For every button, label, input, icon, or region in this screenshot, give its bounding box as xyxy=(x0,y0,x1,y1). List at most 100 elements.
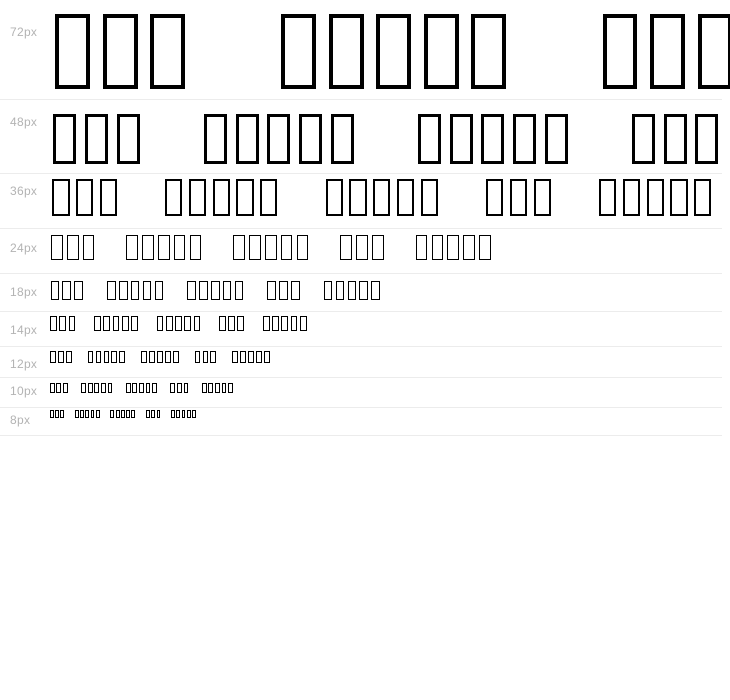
sample-word xyxy=(49,281,83,300)
sample-word xyxy=(105,281,164,300)
sample-word xyxy=(231,350,270,363)
notdef-glyph-icon xyxy=(74,409,79,418)
notdef-glyph-icon xyxy=(152,382,157,393)
notdef-glyph-icon xyxy=(126,409,131,418)
notdef-glyph-icon xyxy=(111,350,118,363)
sample-word xyxy=(93,316,138,331)
notdef-glyph-icon xyxy=(87,350,94,363)
notdef-glyph-icon xyxy=(131,409,136,418)
notdef-glyph-icon xyxy=(54,409,59,418)
notdef-glyph-icon xyxy=(697,14,730,89)
notdef-glyph-icon xyxy=(347,281,357,300)
notdef-glyph-icon xyxy=(359,281,369,300)
notdef-glyph-icon xyxy=(479,235,491,260)
font-waterfall: 72px 48px 36px 24px 18px 14px 12px 10px … xyxy=(0,0,730,436)
notdef-glyph-icon xyxy=(234,281,244,300)
sample-word xyxy=(125,382,157,393)
font-size-label: 12px xyxy=(10,357,38,371)
notdef-glyph-icon xyxy=(130,281,140,300)
notdef-glyph-icon xyxy=(423,14,459,89)
notdef-glyph-icon xyxy=(512,114,536,164)
notdef-glyph-icon xyxy=(695,114,719,164)
sample-word xyxy=(49,14,186,89)
notdef-glyph-icon xyxy=(103,316,111,331)
notdef-glyph-icon xyxy=(110,409,115,418)
sample-word xyxy=(49,178,117,216)
notdef-glyph-icon xyxy=(249,235,261,260)
notdef-glyph-icon xyxy=(544,114,568,164)
notdef-glyph-icon xyxy=(53,114,77,164)
notdef-glyph-icon xyxy=(101,382,106,393)
sample-word xyxy=(49,114,140,164)
notdef-glyph-icon xyxy=(201,382,207,393)
notdef-glyph-icon xyxy=(330,114,354,164)
notdef-glyph-icon xyxy=(50,281,60,300)
sample-word xyxy=(80,382,113,393)
notdef-glyph-icon xyxy=(349,178,367,216)
notdef-glyph-icon xyxy=(296,235,309,260)
notdef-glyph-icon xyxy=(156,350,163,363)
notdef-glyph-icon xyxy=(212,178,230,216)
notdef-glyph-icon xyxy=(602,14,638,89)
notdef-glyph-icon xyxy=(228,316,235,331)
sample-word xyxy=(170,409,196,418)
notdef-glyph-icon xyxy=(371,281,380,300)
sample-word xyxy=(322,281,380,300)
notdef-glyph-icon xyxy=(107,382,113,393)
notdef-glyph-icon xyxy=(415,235,428,260)
notdef-glyph-icon xyxy=(372,235,384,260)
notdef-glyph-icon xyxy=(279,281,288,300)
waterfall-row: 12px xyxy=(0,347,722,378)
notdef-glyph-icon xyxy=(237,316,245,331)
notdef-glyph-icon xyxy=(156,409,161,418)
sample-word xyxy=(596,178,712,216)
notdef-glyph-icon xyxy=(208,382,214,393)
notdef-glyph-icon xyxy=(68,316,76,331)
sample-word xyxy=(162,178,278,216)
notdef-glyph-icon xyxy=(120,409,125,418)
waterfall-row: 36px xyxy=(0,174,722,229)
notdef-glyph-icon xyxy=(290,316,298,331)
notdef-glyph-icon xyxy=(272,316,279,331)
sample-text xyxy=(49,178,712,216)
notdef-glyph-icon xyxy=(181,409,186,418)
sample-word xyxy=(49,350,72,363)
notdef-glyph-icon xyxy=(509,178,528,216)
sample-word xyxy=(49,316,76,331)
font-size-label: 48px xyxy=(10,115,38,129)
waterfall-row: 10px xyxy=(0,378,722,408)
sample-word xyxy=(49,235,95,260)
notdef-glyph-icon xyxy=(170,382,176,393)
notdef-glyph-icon xyxy=(622,178,641,216)
notdef-glyph-icon xyxy=(156,316,164,331)
notdef-glyph-icon xyxy=(66,235,79,260)
notdef-glyph-icon xyxy=(463,235,475,260)
notdef-glyph-icon xyxy=(646,178,664,216)
sample-text xyxy=(49,316,307,331)
notdef-glyph-icon xyxy=(670,178,688,216)
notdef-glyph-icon xyxy=(165,178,183,216)
notdef-glyph-icon xyxy=(265,235,277,260)
notdef-glyph-icon xyxy=(663,114,687,164)
sample-text xyxy=(49,382,233,393)
sample-text xyxy=(49,114,730,164)
notdef-glyph-icon xyxy=(221,382,227,393)
sample-word xyxy=(124,235,202,260)
waterfall-row: 72px xyxy=(0,0,730,100)
sample-word xyxy=(145,409,161,418)
notdef-glyph-icon xyxy=(693,178,712,216)
notdef-glyph-icon xyxy=(235,114,259,164)
notdef-glyph-icon xyxy=(103,350,110,363)
notdef-glyph-icon xyxy=(187,281,196,300)
notdef-glyph-icon xyxy=(202,350,209,363)
notdef-glyph-icon xyxy=(449,114,473,164)
notdef-glyph-icon xyxy=(112,316,120,331)
waterfall-row: 18px xyxy=(0,274,722,312)
notdef-glyph-icon xyxy=(154,281,164,300)
notdef-glyph-icon xyxy=(121,316,129,331)
notdef-glyph-icon xyxy=(222,281,232,300)
sample-word xyxy=(231,235,309,260)
notdef-glyph-icon xyxy=(62,281,72,300)
notdef-glyph-icon xyxy=(373,178,391,216)
notdef-glyph-icon xyxy=(184,316,192,331)
